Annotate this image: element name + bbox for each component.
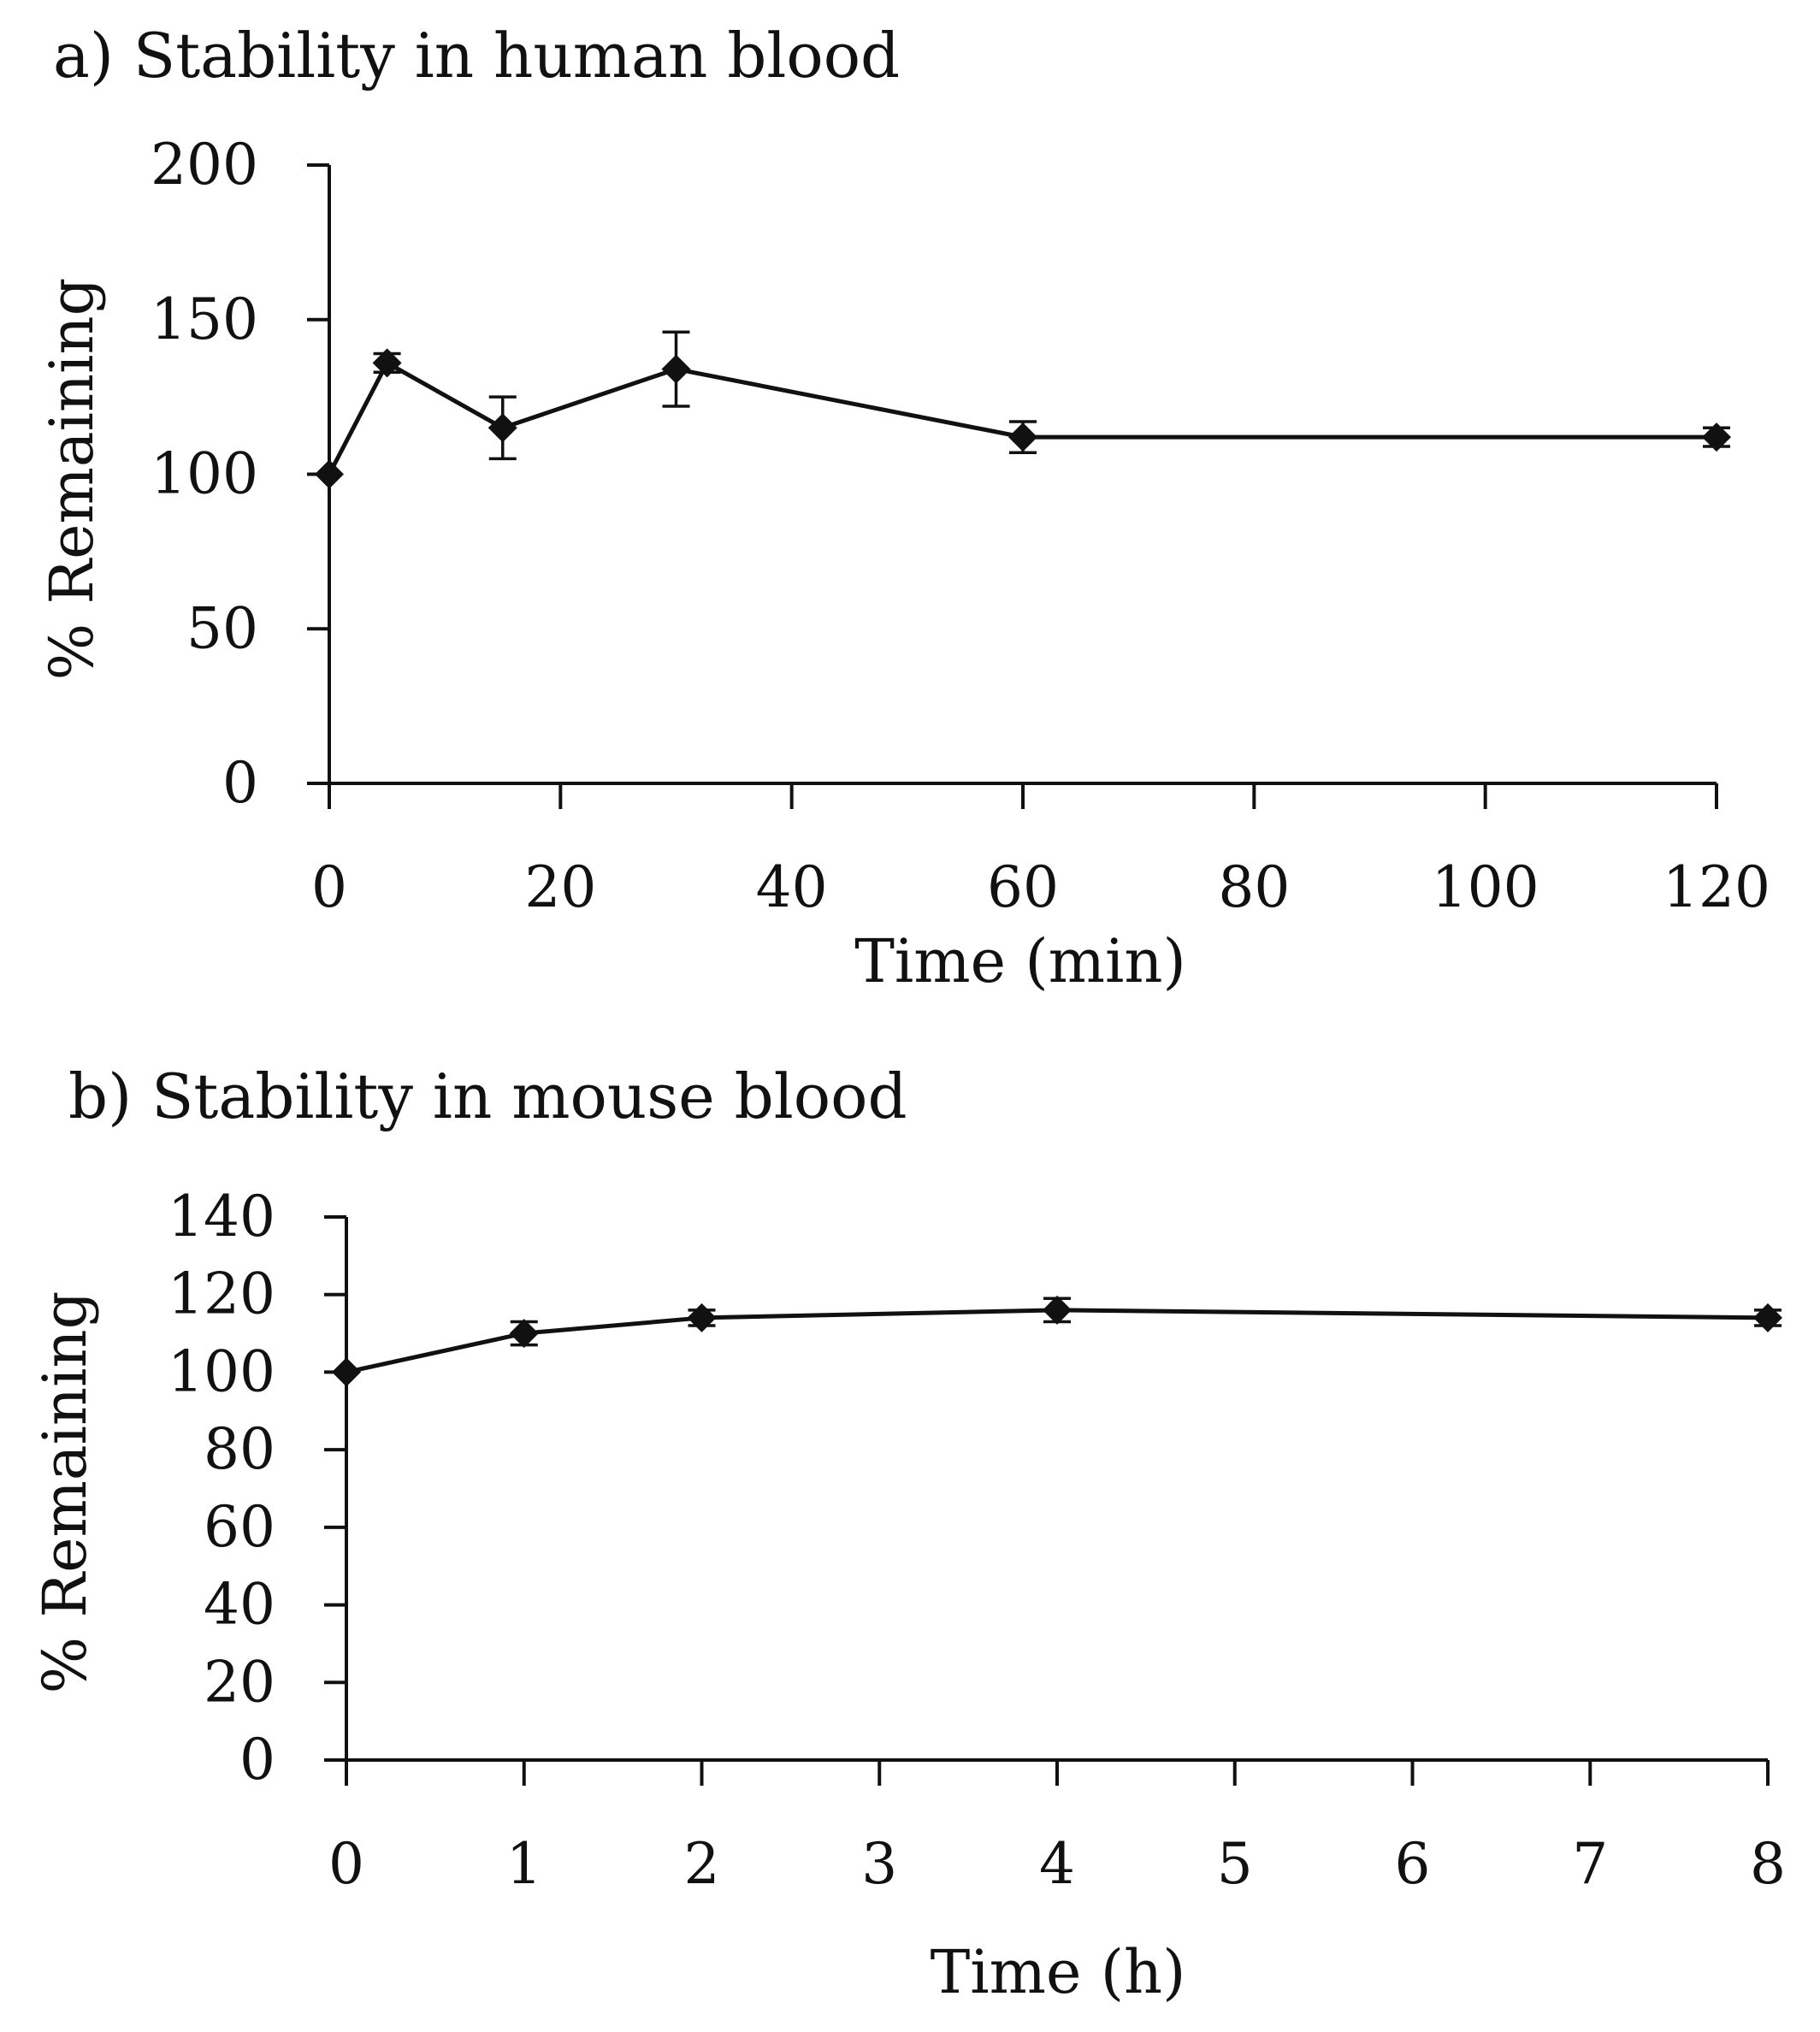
x-tick-label-b-2: 2 [684, 1831, 720, 1897]
x-tick-label-b-3: 3 [861, 1831, 897, 1897]
y-axis-title-a: % Remaining [37, 278, 107, 681]
x-tick-label-b-5: 5 [1217, 1831, 1253, 1897]
series-line-a [327, 360, 1717, 476]
data-point-b-2 [687, 1302, 717, 1332]
y-tick-label-b-80: 80 [204, 1416, 275, 1482]
data-point-b-3 [1043, 1295, 1072, 1325]
x-tick-label-a-60: 60 [987, 854, 1059, 920]
y-tick-label-b-40: 40 [204, 1572, 275, 1638]
x-tick-label-a-80: 80 [1218, 854, 1290, 920]
chart-title-b: b) Stability in mouse blood [68, 1060, 907, 1132]
data-point-b-1 [509, 1319, 539, 1349]
chart-panel-b: b) Stability in mouse blood % Remaining … [30, 1060, 1786, 2007]
axes-b: 0 20 40 60 80 100 120 140 0 1 2 3 4 5 6 7 8 [168, 1184, 1786, 1897]
y-tick-label-b-60: 60 [204, 1494, 275, 1560]
x-tick-label-a-100: 100 [1432, 854, 1539, 920]
x-axis-title-a: Time (min) [854, 926, 1186, 996]
x-tick-label-b-1: 1 [506, 1831, 542, 1897]
y-tick-label-b-140: 140 [168, 1184, 275, 1249]
y-tick-label-b-0: 0 [239, 1727, 275, 1793]
data-point-a-0 [315, 459, 344, 489]
chart-title-a: a) Stability in human blood [53, 20, 900, 92]
x-tick-label-b-6: 6 [1395, 1831, 1431, 1897]
x-tick-label-a-20: 20 [524, 854, 596, 920]
x-tick-label-a-120: 120 [1663, 854, 1770, 920]
y-tick-label-a-100: 100 [151, 441, 258, 507]
y-tick-label-a-200: 200 [151, 132, 258, 198]
data-marks-a [315, 330, 1731, 489]
data-point-a-3 [661, 354, 691, 384]
x-tick-label-b-4: 4 [1039, 1831, 1075, 1897]
y-tick-label-b-100: 100 [168, 1338, 275, 1404]
y-tick-label-a-150: 150 [151, 286, 258, 352]
y-tick-label-a-0: 0 [222, 750, 258, 816]
x-tick-label-a-0: 0 [311, 854, 347, 920]
x-tick-label-b-7: 7 [1572, 1831, 1608, 1897]
data-point-a-2 [488, 413, 517, 443]
x-tick-label-b-8: 8 [1750, 1831, 1786, 1897]
axes-a: 0 50 100 150 200 0 20 40 60 80 100 120 [151, 132, 1770, 920]
x-tick-label-a-40: 40 [756, 854, 828, 920]
x-tick-label-b-0: 0 [328, 1831, 364, 1897]
x-axis-title-b: Time (h) [931, 1937, 1186, 2007]
data-point-a-5 [1702, 422, 1731, 452]
data-point-a-4 [1008, 422, 1037, 452]
y-tick-label-b-120: 120 [168, 1261, 275, 1327]
y-axis-title-b: % Remaining [30, 1291, 100, 1694]
y-tick-label-b-20: 20 [204, 1649, 275, 1715]
data-marks-b [332, 1295, 1782, 1387]
chart-panel-a: a) Stability in human blood % Remaining … [37, 20, 1770, 996]
data-point-b-0 [332, 1357, 361, 1387]
y-tick-label-a-50: 50 [186, 595, 258, 661]
data-point-b-4 [1753, 1302, 1782, 1332]
data-point-a-1 [372, 348, 402, 378]
